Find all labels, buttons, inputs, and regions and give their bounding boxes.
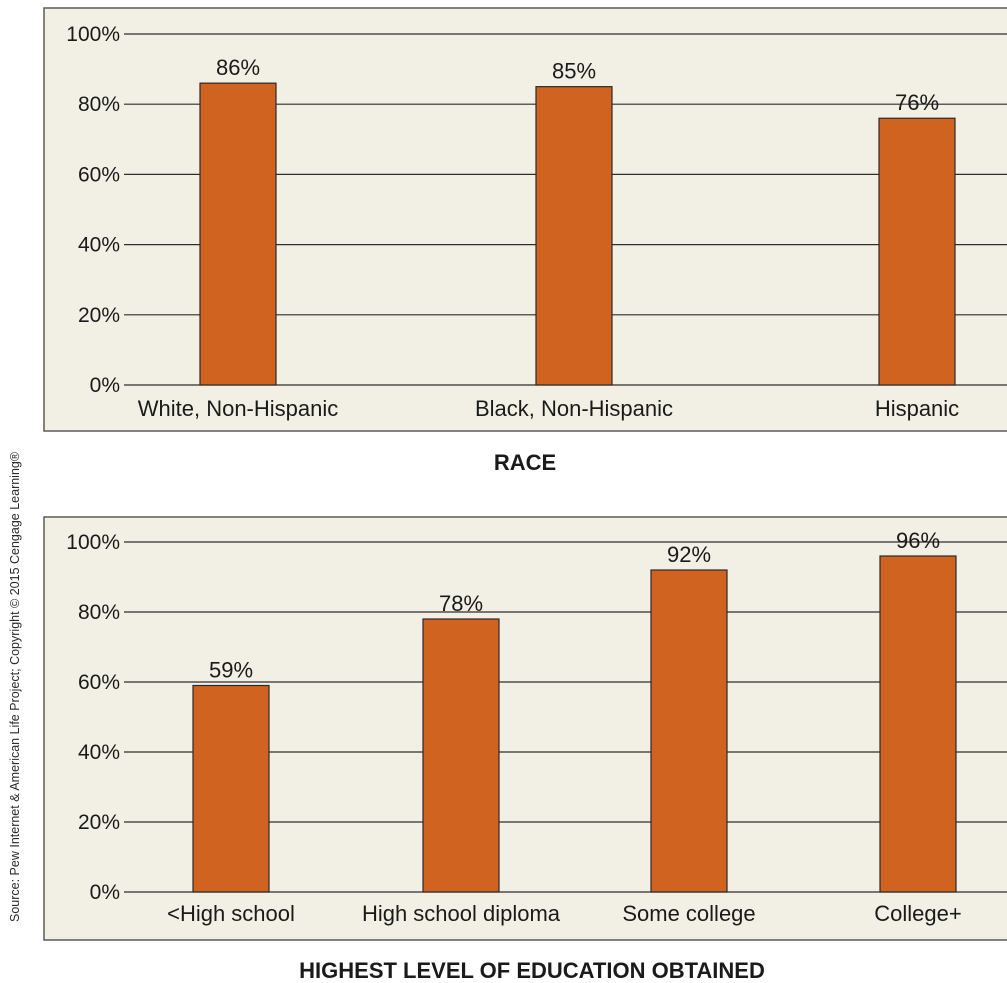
- category-label-some-college: Some college: [622, 901, 755, 926]
- bar-hispanic: [878, 117, 956, 386]
- bar-college-plus: [879, 555, 957, 893]
- y-tick-label: 100%: [66, 531, 120, 554]
- y-tick-label: 20%: [78, 811, 120, 834]
- category-label-less-than-high-school: <High school: [167, 901, 295, 926]
- y-tick-label: 40%: [78, 741, 120, 764]
- y-tick-label: 60%: [78, 163, 120, 186]
- bar-white-non-hispanic: [199, 82, 277, 386]
- x-axis-title: HIGHEST LEVEL OF EDUCATION OBTAINED: [299, 958, 765, 983]
- y-tick-label: 40%: [78, 234, 120, 257]
- y-tick-label: 80%: [78, 601, 120, 624]
- plot-area: [43, 516, 1007, 941]
- value-label-black-non-hispanic: 85%: [552, 59, 596, 84]
- y-tick-label: 80%: [78, 93, 120, 116]
- bar-high-school-diploma: [422, 618, 500, 893]
- bar-some-college: [650, 569, 728, 893]
- category-label-white-non-hispanic: White, Non-Hispanic: [138, 396, 339, 421]
- category-label-high-school-diploma: High school diploma: [362, 901, 561, 926]
- category-label-black-non-hispanic: Black, Non-Hispanic: [475, 396, 673, 421]
- y-tick-label: 100%: [66, 23, 120, 46]
- y-tick-label: 60%: [78, 671, 120, 694]
- value-label-white-non-hispanic: 86%: [216, 55, 260, 80]
- category-label-hispanic: Hispanic: [875, 396, 959, 421]
- value-label-high-school-diploma: 78%: [439, 591, 483, 616]
- value-label-some-college: 92%: [667, 542, 711, 567]
- y-tick-label: 0%: [90, 374, 120, 397]
- education-panel: 0% 20% 40% 60% 80% 100% 59% <High school 78% High…: [43, 516, 1007, 983]
- plot-area: [43, 7, 1007, 432]
- value-label-hispanic: 76%: [895, 90, 939, 115]
- value-label-less-than-high-school: 59%: [209, 658, 253, 683]
- x-axis-title: RACE: [494, 450, 556, 475]
- race-panel: 0% 20% 40% 60% 80% 100% 86% White, Non-Hispanic…: [43, 7, 1007, 475]
- y-tick-label: 20%: [78, 304, 120, 327]
- bar-black-non-hispanic: [535, 86, 613, 386]
- source-note: Source: Pew Internet & American Life Pro…: [8, 451, 22, 922]
- y-tick-label: 0%: [90, 881, 120, 904]
- category-label-college-plus: College+: [874, 901, 961, 926]
- value-label-college-plus: 96%: [896, 528, 940, 553]
- bar-less-than-high-school: [192, 684, 270, 893]
